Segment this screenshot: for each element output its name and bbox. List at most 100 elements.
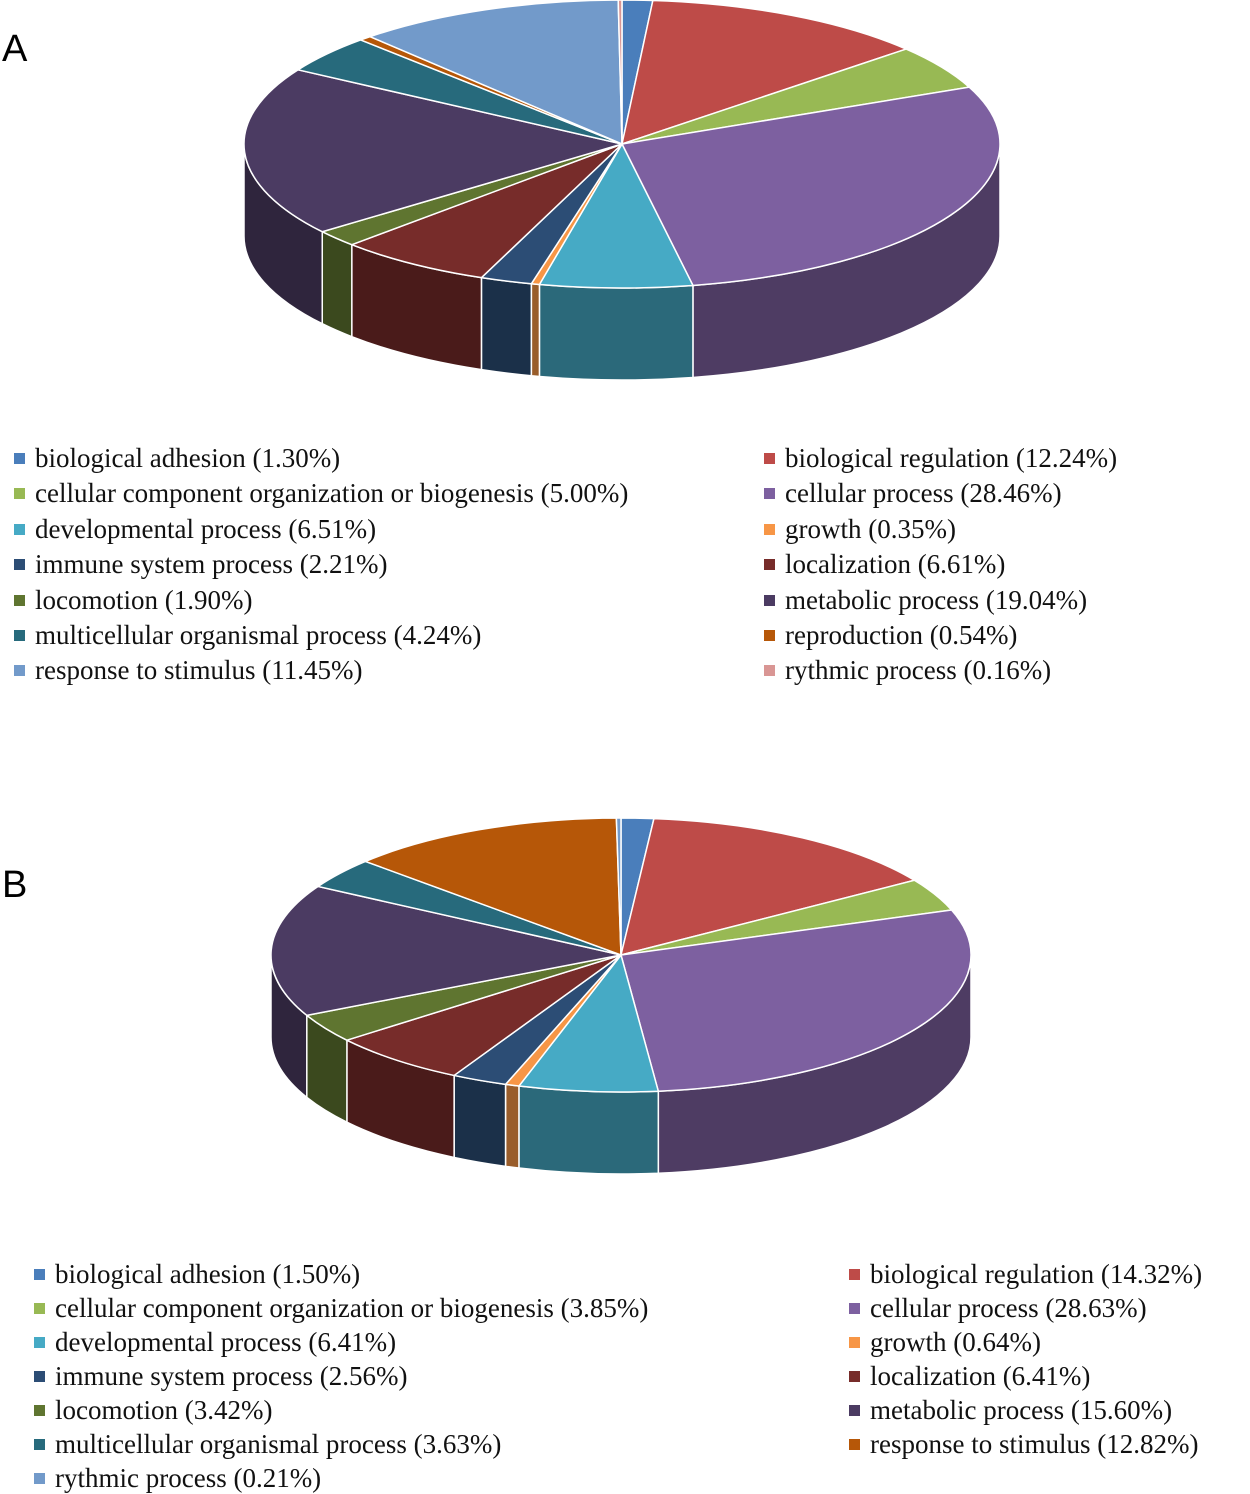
b-legend-label: locomotion (3.42%) [55, 1395, 273, 1425]
legend-a: biological adhesion (1.30%) biological re… [0, 440, 1250, 690]
b-legend-label: developmental process (6.41%) [55, 1327, 397, 1357]
b-legend-item: cellular process (28.63%) [849, 1293, 1147, 1323]
a-legend-item: multicellular organismal process (4.24%) [14, 620, 481, 650]
pie-b-slice-developmental-process [518, 954, 660, 1093]
a-legend-swatch [764, 630, 775, 641]
b-legend-swatch [34, 1269, 45, 1280]
a-legend-label: immune system process (2.21%) [35, 549, 388, 580]
b-legend-item: response to stimulus (12.82%) [849, 1429, 1198, 1459]
a-legend-swatch [764, 488, 775, 500]
pie-b-slice-response-to-stimulus [364, 817, 622, 956]
pie-a-slice-response-to-stimulus [369, 0, 623, 145]
a-legend-swatch [764, 559, 775, 571]
b-legend-item: growth (0.64%) [849, 1327, 1041, 1357]
panel-label-b: B [2, 864, 28, 906]
pie-b-slice-metabolic-process [270, 885, 622, 1017]
b-legend-swatch [34, 1439, 45, 1450]
a-legend-label: rythmic process (0.16%) [785, 655, 1052, 686]
pie-a-slice-developmental-process [538, 143, 694, 289]
pie-a-slice-rythmic-process [617, 0, 623, 145]
a-legend-label: reproduction (0.54%) [785, 620, 1018, 650]
pie-b-slice-localization [346, 954, 622, 1077]
b-legend-item: immune system process (2.56%) [34, 1361, 407, 1391]
a-legend-swatch [14, 488, 25, 500]
pie-b-slice-biological-regulation [620, 817, 916, 956]
b-legend-item: biological adhesion (1.50%) [34, 1259, 360, 1289]
pie-a-side-developmental-process [538, 283, 694, 381]
b-legend-item: multicellular organismal process (3.63%) [34, 1429, 501, 1459]
b-legend-swatch [34, 1371, 45, 1382]
a-legend-label: cellular component organization or bioge… [35, 478, 629, 509]
pie-b-top-faces [270, 817, 972, 1093]
a-legend-item: growth (0.35%) [764, 514, 956, 544]
a-legend-swatch [764, 523, 775, 535]
b-legend-swatch [849, 1405, 860, 1416]
panel-label-a: A [2, 28, 28, 70]
a-legend-item: metabolic process (19.04%) [764, 585, 1087, 615]
pie-chart-a [243, 0, 1001, 381]
pie-a-slice-biological-regulation [621, 0, 907, 145]
a-legend-item: immune system process (2.21%) [14, 549, 387, 579]
a-legend-item: cellular process (28.46%) [764, 478, 1062, 508]
b-legend-swatch [34, 1303, 45, 1314]
a-legend-swatch [764, 594, 775, 606]
a-legend-item: developmental process (6.51%) [14, 514, 376, 544]
pie-a-side-growth [530, 282, 541, 378]
a-legend-item: localization (6.61%) [764, 549, 1005, 579]
pie-a-slice-cellular-process [621, 86, 1001, 287]
a-legend-swatch [14, 453, 25, 464]
pie-a-slice-metabolic-process [243, 69, 623, 233]
a-legend-item: locomotion (1.90%) [14, 585, 252, 615]
a-legend-item: rythmic process (0.16%) [764, 655, 1051, 685]
a-legend-swatch [14, 559, 25, 571]
a-legend-label: biological regulation (12.24%) [785, 443, 1118, 473]
a-legend-item: biological regulation (12.24%) [764, 443, 1117, 473]
pie-b-slice-cellular-process [620, 909, 972, 1092]
a-legend-swatch [14, 630, 25, 641]
pie-b-slice-rythmic-process [615, 817, 622, 956]
b-legend-label: multicellular organismal process (3.63%) [55, 1429, 502, 1459]
b-legend-label: response to stimulus (12.82%) [870, 1429, 1199, 1459]
a-legend-swatch [14, 523, 25, 535]
pie-b-side-immune-system-process [453, 1074, 507, 1168]
b-legend-swatch [34, 1405, 45, 1416]
b-legend-item: rythmic process (0.21%) [34, 1463, 321, 1493]
b-legend-item: developmental process (6.41%) [34, 1327, 396, 1357]
a-legend-label: locomotion (1.90%) [35, 584, 253, 615]
legend-b: biological adhesion (1.50%) biological re… [0, 1258, 1250, 1494]
a-legend-label: metabolic process (19.04%) [785, 584, 1088, 615]
a-legend-swatch [764, 665, 775, 677]
pie-a-side-walls [243, 143, 1001, 381]
b-legend-item: locomotion (3.42%) [34, 1395, 272, 1425]
a-legend-item: biological adhesion (1.30%) [14, 443, 340, 473]
b-legend-swatch [849, 1371, 860, 1382]
a-legend-label: cellular process (28.46%) [785, 478, 1062, 509]
pie-a-side-immune-system-process [480, 276, 533, 377]
pie-a-slice-localization [351, 143, 623, 279]
b-legend-item: biological regulation (14.32%) [849, 1259, 1202, 1289]
b-legend-swatch [849, 1337, 860, 1348]
b-legend-item: metabolic process (15.60%) [849, 1395, 1172, 1425]
a-legend-label: developmental process (6.51%) [35, 513, 377, 544]
pie-b-side-walls [270, 954, 972, 1175]
b-legend-item: localization (6.41%) [849, 1361, 1090, 1391]
a-legend-label: growth (0.35%) [785, 513, 956, 544]
a-legend-item: reproduction (0.54%) [764, 620, 1017, 650]
a-legend-swatch [14, 665, 25, 677]
a-legend-item: response to stimulus (11.45%) [14, 655, 362, 685]
b-legend-label: cellular process (28.63%) [870, 1293, 1147, 1323]
a-legend-item: cellular component organization or bioge… [14, 478, 628, 508]
pie-b-side-developmental-process [518, 1085, 660, 1175]
a-legend-swatch [764, 453, 775, 464]
a-legend-label: multicellular organismal process (4.24%) [35, 620, 482, 650]
b-legend-label: immune system process (2.56%) [55, 1361, 408, 1391]
b-legend-swatch [849, 1303, 860, 1314]
b-legend-label: localization (6.41%) [870, 1361, 1091, 1391]
b-legend-swatch [849, 1269, 860, 1280]
b-legend-label: rythmic process (0.21%) [55, 1463, 322, 1493]
pie-b-side-growth [504, 1083, 520, 1169]
a-legend-swatch [14, 594, 25, 606]
a-legend-label: localization (6.61%) [785, 549, 1006, 580]
pie-chart-b [270, 817, 972, 1175]
b-legend-item: cellular component organization or bioge… [34, 1293, 648, 1323]
